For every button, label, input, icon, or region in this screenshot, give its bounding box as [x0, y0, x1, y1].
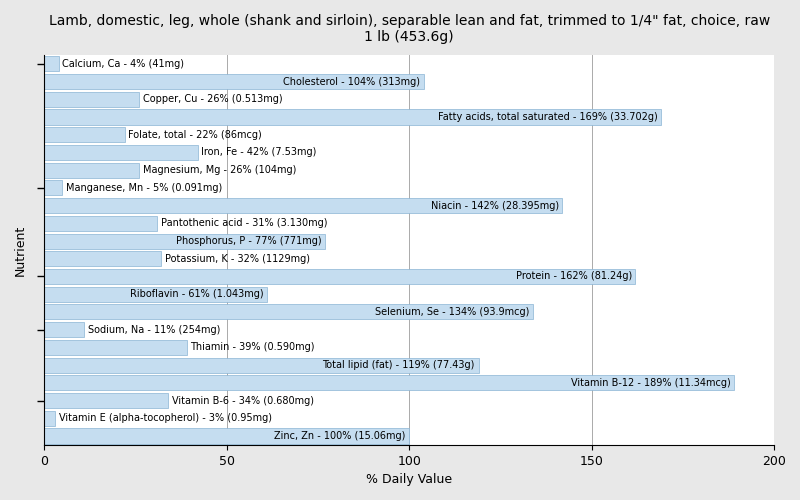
Text: Copper, Cu - 26% (0.513mg): Copper, Cu - 26% (0.513mg): [142, 94, 282, 104]
Bar: [44, 304, 534, 320]
Text: Sodium, Na - 11% (254mg): Sodium, Na - 11% (254mg): [88, 324, 221, 334]
Text: Protein - 162% (81.24g): Protein - 162% (81.24g): [515, 272, 632, 281]
Text: Fatty acids, total saturated - 169% (33.702g): Fatty acids, total saturated - 169% (33.…: [438, 112, 658, 122]
Text: Phosphorus, P - 77% (771mg): Phosphorus, P - 77% (771mg): [176, 236, 322, 246]
X-axis label: % Daily Value: % Daily Value: [366, 473, 452, 486]
Bar: [44, 145, 198, 160]
Bar: [44, 74, 424, 89]
Y-axis label: Nutrient: Nutrient: [14, 224, 27, 276]
Bar: [44, 376, 734, 390]
Bar: [44, 340, 186, 355]
Title: Lamb, domestic, leg, whole (shank and sirloin), separable lean and fat, trimmed : Lamb, domestic, leg, whole (shank and si…: [49, 14, 770, 44]
Bar: [44, 269, 635, 284]
Text: Riboflavin - 61% (1.043mg): Riboflavin - 61% (1.043mg): [130, 289, 263, 299]
Text: Niacin - 142% (28.395mg): Niacin - 142% (28.395mg): [430, 200, 559, 210]
Text: Manganese, Mn - 5% (0.091mg): Manganese, Mn - 5% (0.091mg): [66, 183, 222, 193]
Text: Folate, total - 22% (86mcg): Folate, total - 22% (86mcg): [128, 130, 262, 140]
Text: Pantothenic acid - 31% (3.130mg): Pantothenic acid - 31% (3.130mg): [161, 218, 327, 228]
Text: Thiamin - 39% (0.590mg): Thiamin - 39% (0.590mg): [190, 342, 314, 352]
Bar: [44, 110, 661, 124]
Bar: [44, 127, 125, 142]
Bar: [44, 56, 59, 72]
Bar: [44, 216, 158, 231]
Text: Cholesterol - 104% (313mg): Cholesterol - 104% (313mg): [283, 76, 420, 86]
Bar: [44, 251, 161, 266]
Bar: [44, 322, 84, 337]
Text: Selenium, Se - 134% (93.9mcg): Selenium, Se - 134% (93.9mcg): [375, 307, 530, 317]
Bar: [44, 180, 62, 196]
Bar: [44, 410, 55, 426]
Bar: [44, 393, 168, 408]
Bar: [44, 234, 326, 248]
Text: Vitamin B-12 - 189% (11.34mcg): Vitamin B-12 - 189% (11.34mcg): [570, 378, 730, 388]
Text: Iron, Fe - 42% (7.53mg): Iron, Fe - 42% (7.53mg): [201, 148, 317, 158]
Text: Magnesium, Mg - 26% (104mg): Magnesium, Mg - 26% (104mg): [142, 165, 296, 175]
Text: Zinc, Zn - 100% (15.06mg): Zinc, Zn - 100% (15.06mg): [274, 431, 406, 441]
Bar: [44, 286, 267, 302]
Text: Vitamin B-6 - 34% (0.680mg): Vitamin B-6 - 34% (0.680mg): [172, 396, 314, 406]
Bar: [44, 358, 478, 372]
Text: Vitamin E (alpha-tocopherol) - 3% (0.95mg): Vitamin E (alpha-tocopherol) - 3% (0.95m…: [59, 414, 272, 424]
Bar: [44, 198, 562, 213]
Text: Calcium, Ca - 4% (41mg): Calcium, Ca - 4% (41mg): [62, 59, 185, 69]
Bar: [44, 428, 410, 444]
Text: Potassium, K - 32% (1129mg): Potassium, K - 32% (1129mg): [165, 254, 310, 264]
Bar: [44, 162, 139, 178]
Bar: [44, 92, 139, 107]
Text: Total lipid (fat) - 119% (77.43g): Total lipid (fat) - 119% (77.43g): [322, 360, 475, 370]
